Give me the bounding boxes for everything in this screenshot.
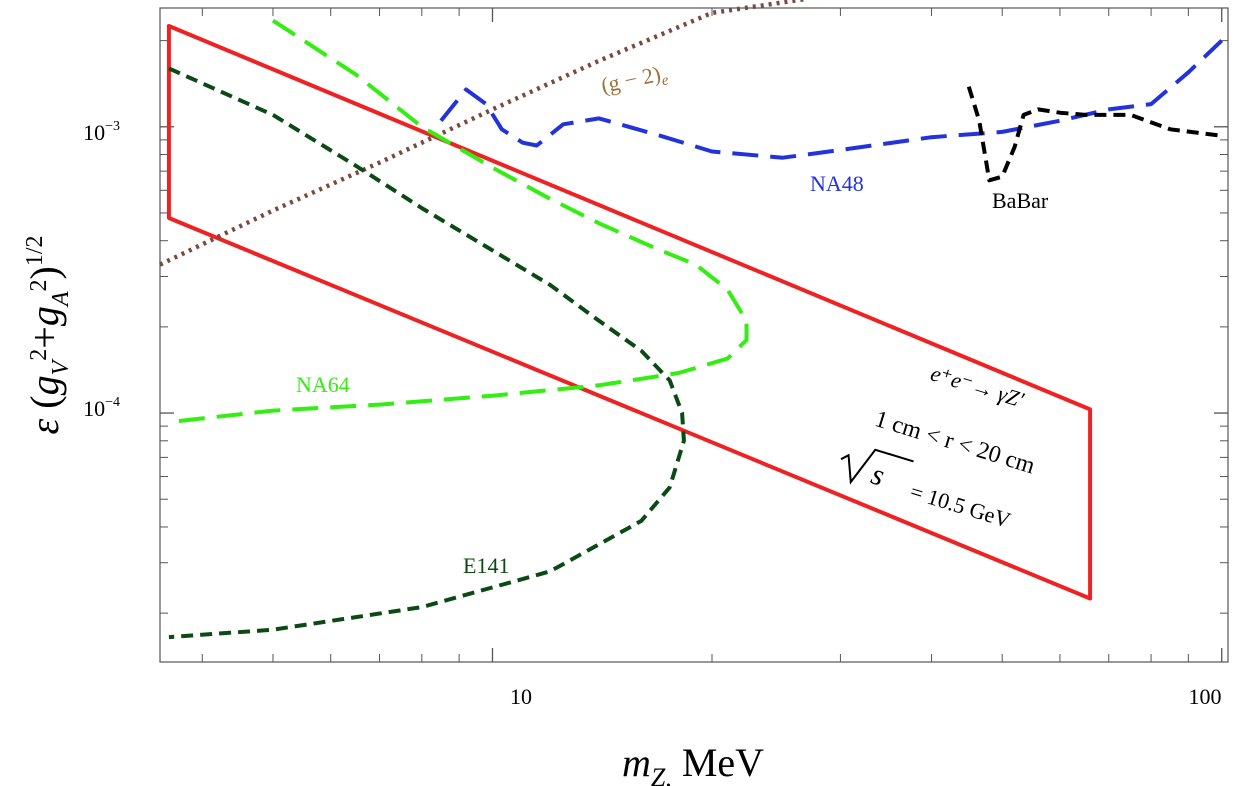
series-line-babar (966, 86, 1222, 183)
x-tick-label-10: 10 (510, 684, 532, 709)
sqrt-sign (840, 448, 914, 485)
axis-ticks (160, 8, 1228, 662)
annotation-energy-value: = 10.5 GeV (907, 479, 1013, 533)
plot-curves (159, 0, 1224, 640)
series-line-na48 (439, 39, 1224, 160)
series-line-region (166, 24, 1093, 601)
na48-label: NA48 (810, 171, 864, 196)
series-line-g2e (159, 0, 808, 267)
series-line-e141 (168, 66, 686, 640)
e141-label: E141 (463, 553, 509, 578)
y-axis-title: ε (gV2+gA2)1/2 (22, 236, 74, 435)
series-line-na64 (168, 18, 749, 425)
annotation-energy-s: s (867, 458, 888, 493)
annotation-process: e⁺e⁻→ γZ′ (928, 360, 1028, 412)
y-tick-label-1e-3: 10−3 (83, 119, 120, 145)
y-tick-label-1e-4: 10−4 (83, 395, 120, 421)
babar-label: BaBar (992, 188, 1049, 213)
x-axis-title: mZ, MeV (622, 740, 764, 786)
x-tick-label-100: 100 (1189, 684, 1222, 709)
plot-frame (159, 7, 1229, 663)
na64-label: NA64 (296, 372, 350, 397)
annotation-radius: 1 cm < r < 20 cm (872, 406, 1038, 479)
g2e-label: (g − 2)e (599, 59, 671, 101)
